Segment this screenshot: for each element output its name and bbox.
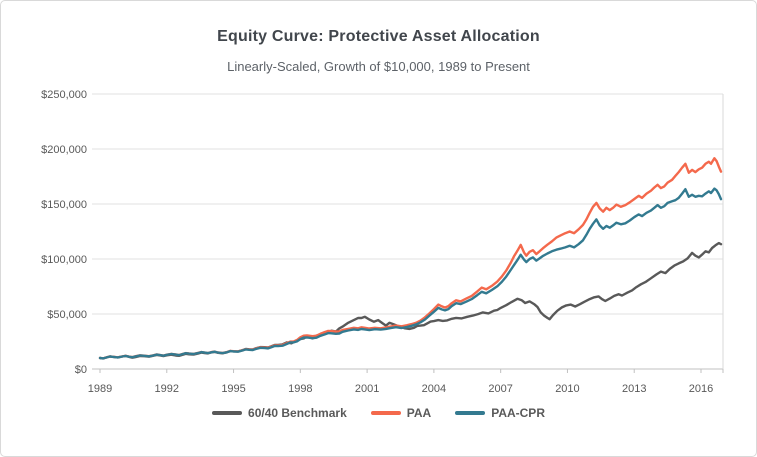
legend-label: PAA (406, 406, 432, 420)
series-line-paa-cpr (98, 187, 723, 360)
chart-title: Equity Curve: Protective Asset Allocatio… (217, 28, 540, 45)
legend-item-benchmark: 60/40 Benchmark (212, 406, 347, 420)
legend-item-paa: PAA (370, 406, 432, 420)
x-axis-label: 1992 (155, 383, 179, 395)
x-axis-label: 2007 (488, 383, 512, 395)
x-axis-label: 2004 (422, 383, 446, 395)
y-axis-label: $150,000 (41, 199, 87, 211)
legend-label: 60/40 Benchmark (248, 406, 347, 420)
y-axis-label: $50,000 (47, 309, 87, 321)
y-axis-label: $200,000 (41, 144, 87, 156)
benchmark-line-swatch-icon (212, 411, 243, 415)
paa-line-swatch-icon (370, 411, 401, 415)
chart-legend: 60/40 Benchmark PAA PAA-CPR (1, 406, 756, 420)
series-line-60-40-benchmark (98, 241, 723, 360)
chart-subtitle: Linearly-Scaled, Growth of $10,000, 1989… (227, 59, 530, 74)
y-axis-label: $100,000 (41, 254, 87, 266)
x-axis-label: 2013 (622, 383, 646, 395)
x-axis-label: 2010 (555, 383, 579, 395)
x-axis-label: 1995 (221, 383, 245, 395)
y-axis-label: $250,000 (41, 89, 87, 101)
y-axis-label: $0 (75, 364, 87, 376)
paa-cpr-line-swatch-icon (455, 411, 486, 415)
x-axis-label: 1989 (88, 383, 112, 395)
x-axis-label: 2016 (689, 383, 713, 395)
x-axis-label: 2001 (355, 383, 379, 395)
legend-label: PAA-CPR (491, 406, 545, 420)
legend-item-paa-cpr: PAA-CPR (455, 406, 545, 420)
x-axis-label: 1998 (288, 383, 312, 395)
